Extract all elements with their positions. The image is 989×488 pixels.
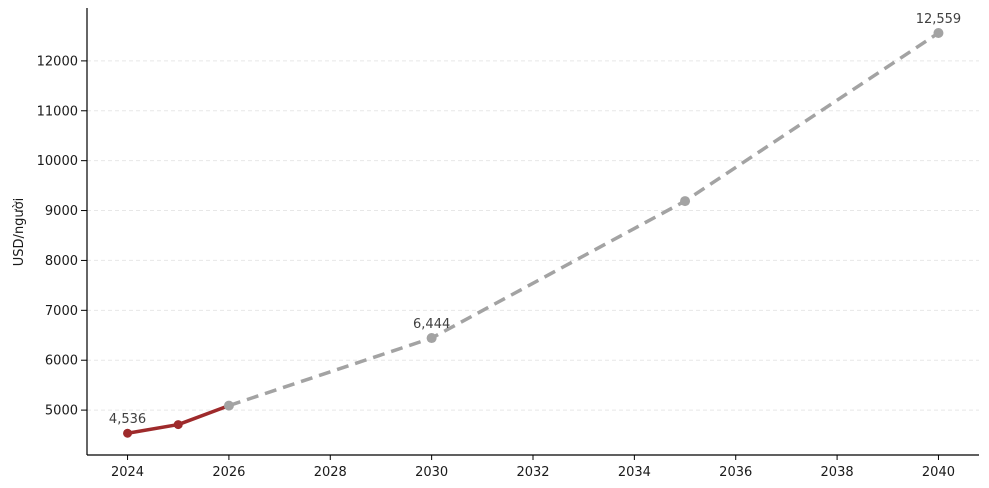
x-tick-label: 2036 bbox=[719, 465, 752, 480]
x-tick-label: 2024 bbox=[111, 465, 144, 480]
data-point-marker bbox=[123, 428, 133, 438]
y-axis-title: USD/người bbox=[12, 198, 27, 266]
y-tick-label: 10000 bbox=[37, 154, 78, 169]
x-tick-label: 2032 bbox=[516, 465, 549, 480]
x-tick-label: 2040 bbox=[922, 465, 955, 480]
data-point-marker bbox=[173, 420, 183, 430]
y-tick-label: 12000 bbox=[37, 54, 78, 69]
data-point-value-label: 4,536 bbox=[109, 412, 146, 427]
x-tick-label: 2038 bbox=[821, 465, 854, 480]
series-line-dashed-forecast-segment bbox=[228, 31, 940, 408]
x-tick-label: 2028 bbox=[314, 465, 347, 480]
data-point-marker bbox=[223, 400, 234, 411]
y-tick-label: 6000 bbox=[45, 354, 78, 369]
data-point-value-label: 12,559 bbox=[916, 12, 962, 27]
y-tick-label: 7000 bbox=[45, 304, 78, 319]
y-tick-label: 9000 bbox=[45, 204, 78, 219]
x-tick-label: 2030 bbox=[415, 465, 448, 480]
data-point-marker bbox=[933, 27, 944, 38]
data-point-marker bbox=[426, 333, 437, 344]
y-tick-label: 5000 bbox=[45, 404, 78, 419]
y-tick-label: 8000 bbox=[45, 254, 78, 269]
x-tick-label: 2026 bbox=[212, 465, 245, 480]
y-tick-label: 11000 bbox=[37, 104, 78, 119]
data-point-marker bbox=[680, 196, 691, 207]
x-tick-label: 2034 bbox=[618, 465, 651, 480]
data-point-value-label: 6,444 bbox=[413, 317, 450, 332]
